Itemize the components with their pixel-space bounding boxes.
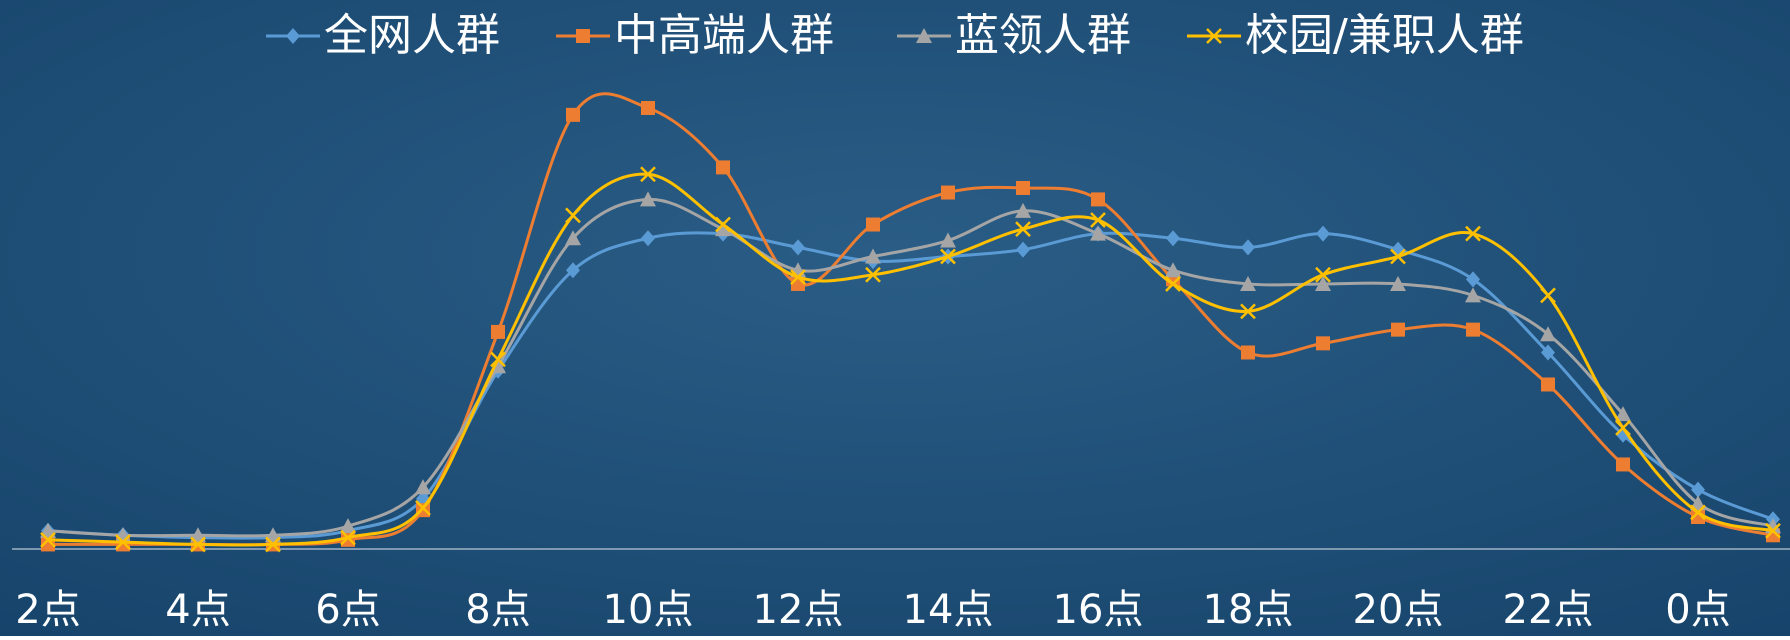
marker [40,522,56,538]
marker [940,248,956,265]
marker [640,166,656,183]
marker [940,232,956,248]
marker [1615,406,1631,422]
marker [1390,275,1406,291]
marker [1315,275,1331,291]
marker [1466,271,1480,288]
marker [1165,276,1181,292]
marker [1166,230,1180,247]
marker [1465,287,1481,303]
x-tick-label: 0点 [1665,587,1730,633]
marker [1540,287,1556,304]
marker [1090,212,1106,228]
marker [265,527,281,543]
marker [566,107,580,122]
marker [415,499,431,516]
marker [790,269,806,285]
marker [1091,192,1105,207]
marker [565,230,581,246]
legend-item: 校园/兼职人群 [1187,10,1524,61]
marker [641,230,655,247]
marker [641,100,655,115]
marker [1690,495,1706,511]
marker [340,529,356,546]
legend-item: 中高端人群 [556,10,834,61]
x-tick-label: 10点 [603,587,694,633]
marker [1465,225,1481,242]
marker [1616,457,1630,472]
marker [40,531,56,548]
marker [1615,420,1631,436]
marker [716,160,730,175]
marker [490,351,506,368]
legend-item: 全网人群 [266,10,500,61]
marker [565,207,581,224]
x-tick-label: 12点 [753,587,844,633]
marker [1466,322,1480,337]
marker [1540,326,1556,342]
marker [190,527,206,543]
legend-label: 全网人群 [324,10,500,61]
x-tick-label: 16点 [1053,587,1144,633]
marker [865,266,881,283]
marker [1241,239,1255,256]
marker [715,216,731,233]
legend-label: 蓝领人群 [955,10,1131,61]
marker [1690,504,1706,521]
marker [415,479,431,495]
x-tick-label: 18点 [1203,587,1294,633]
marker [1315,266,1331,283]
marker [1541,377,1555,392]
marker [1241,345,1255,360]
marker [1691,481,1705,498]
marker [1015,221,1031,237]
legend-item: 蓝领人群 [897,10,1131,61]
x-tick-label: 2点 [15,587,80,633]
marker [1391,322,1405,337]
marker [566,262,580,279]
legend-marker [286,28,300,44]
marker [491,324,505,339]
legend-marker [916,28,932,43]
marker [791,239,805,256]
marker [1316,225,1330,242]
x-tick-label: 4点 [165,587,230,633]
marker [1316,336,1330,351]
legend-label: 中高端人群 [614,10,834,61]
marker [941,185,955,200]
x-tick-label: 8点 [465,587,530,633]
marker [1765,522,1781,539]
marker [1541,344,1555,361]
marker [1240,303,1256,320]
series-line [47,172,1774,547]
marker [190,536,206,553]
marker [1016,180,1030,195]
legend-marker [1206,28,1222,44]
marker [1016,241,1030,258]
legend-marker [576,29,590,43]
x-tick-label: 6点 [315,587,380,633]
marker [265,536,281,553]
marker [1240,275,1256,291]
marker [1390,248,1406,265]
marker [1090,225,1106,241]
marker [1165,262,1181,278]
legend-label: 校园/兼职人群 [1245,10,1524,61]
x-tick-label: 14点 [903,587,994,633]
marker [1015,202,1031,218]
x-tick-label: 22点 [1503,587,1594,633]
marker [865,248,881,264]
x-tick-label: 20点 [1353,587,1444,633]
marker [115,534,131,551]
marker [1391,241,1405,258]
marker [340,518,356,534]
marker [866,217,880,232]
marker [715,221,731,237]
marker [640,191,656,207]
